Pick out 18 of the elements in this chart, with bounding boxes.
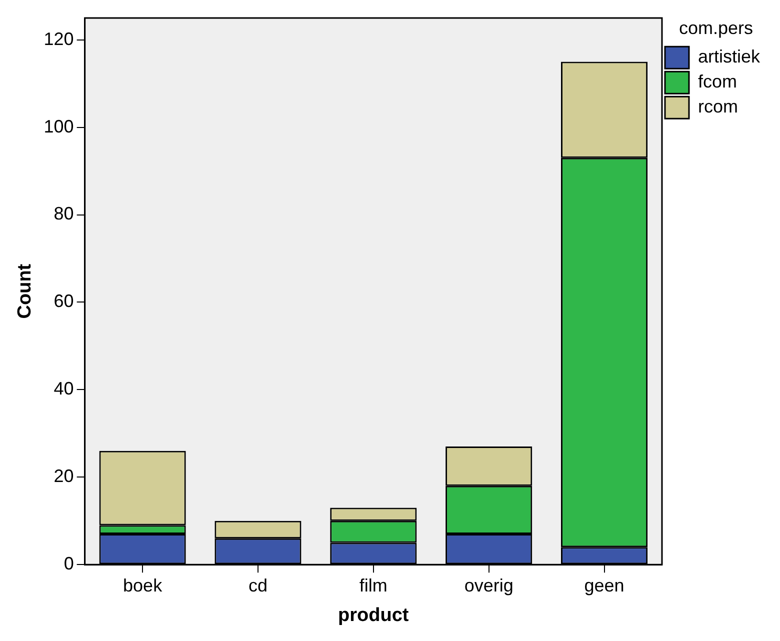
x-tick-label: film	[359, 575, 388, 596]
x-tick-label: geen	[584, 575, 624, 596]
y-tick-label: 60	[54, 291, 74, 312]
y-tick-label: 20	[54, 466, 74, 486]
legend-label: fcom	[698, 72, 737, 92]
x-axis-title: product	[338, 604, 410, 626]
y-tick-label: 120	[44, 28, 74, 49]
legend-label: artistiek	[698, 46, 761, 67]
y-tick-label: 40	[54, 378, 74, 399]
legend-label: rcom	[698, 96, 738, 117]
y-tick-label: 100	[44, 116, 74, 136]
legend-title: com.pers	[678, 18, 754, 38]
y-tick-label: 0	[64, 554, 74, 574]
x-tick-label: overig	[464, 575, 514, 596]
x-tick-label: boek	[123, 575, 164, 596]
y-axis-title: Count	[14, 263, 36, 319]
x-tick-label: cd	[248, 575, 268, 596]
y-tick-label: 80	[54, 204, 74, 224]
